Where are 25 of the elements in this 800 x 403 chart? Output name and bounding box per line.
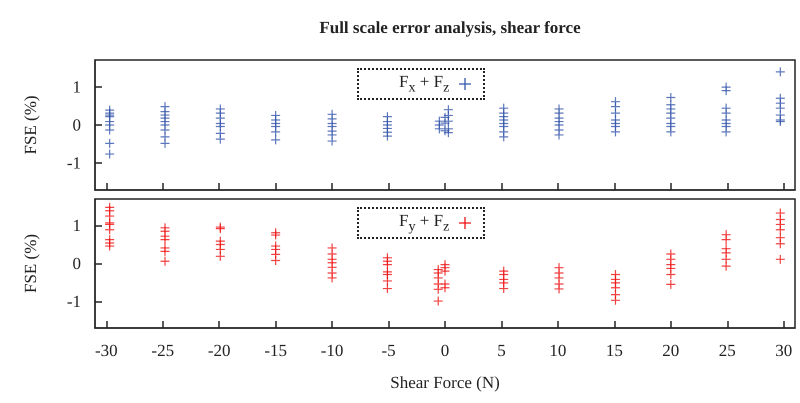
legend-label: F$_{y}$ + F$_{z}$	[399, 211, 450, 236]
x-tick-label: -30	[94, 341, 118, 360]
x-tick-label: -10	[320, 341, 344, 360]
x-tick-label: 5	[497, 341, 506, 360]
chart-title: Full scale error analysis, shear force	[319, 18, 582, 37]
x-tick-label: 10	[549, 341, 566, 360]
y-tick-label: 0	[72, 116, 81, 134]
y-tick-label: 0	[72, 254, 81, 273]
x-tick-label: 0	[440, 341, 450, 360]
y-axis-title: FSE (%)	[21, 234, 40, 294]
x-tick-label: -15	[264, 341, 287, 360]
x-tick-label: -5	[381, 341, 396, 360]
x-axis-title: Shear Force (N)	[390, 373, 500, 392]
y-tick-label: 1	[72, 216, 81, 236]
legend-label: F$_{x}$ + F$_{z}$	[399, 72, 450, 96]
x-tick-label: -25	[151, 341, 174, 360]
x-tick-label: 25	[718, 341, 736, 360]
x-tick-label: 15	[606, 341, 623, 360]
y-tick-label: -1	[66, 154, 81, 173]
y-tick-label: -1	[66, 292, 81, 311]
x-tick-label: -20	[208, 341, 231, 360]
x-tick-label: 20	[662, 341, 680, 360]
x-tick-label: 30	[775, 341, 792, 360]
y-axis-title: FSE (%)	[21, 95, 40, 155]
y-tick-label: 1	[72, 77, 81, 96]
